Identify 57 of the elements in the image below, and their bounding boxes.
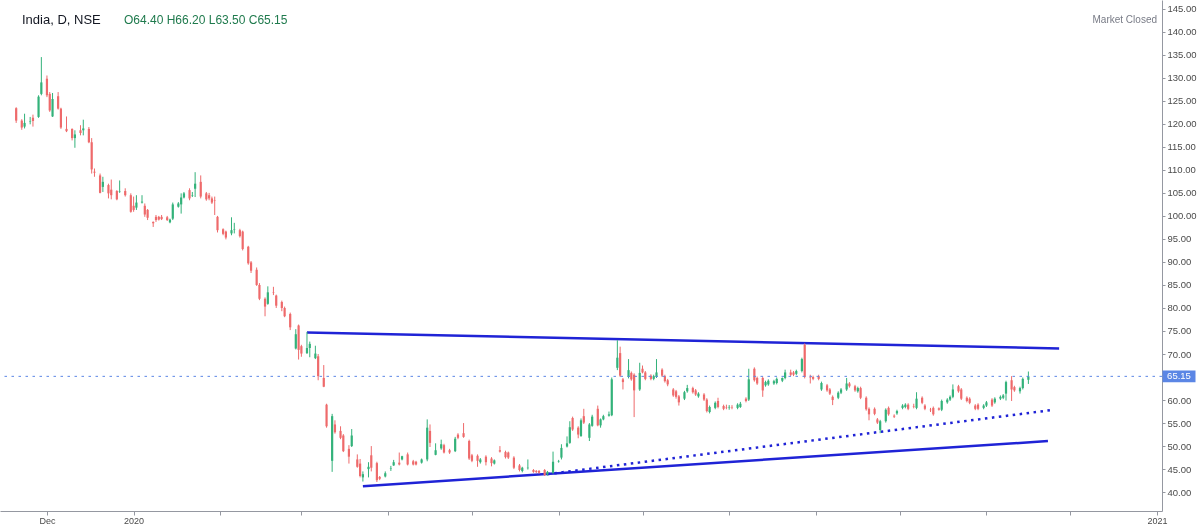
y-tick-label: 130.00: [1167, 72, 1197, 84]
candlestick: [294, 328, 297, 350]
y-tick-label: 100.00: [1167, 210, 1197, 222]
y-tick-label: 45.00: [1167, 463, 1192, 475]
y-tick-label: 90.00: [1167, 256, 1192, 268]
y-tick-label: 120.00: [1167, 118, 1197, 130]
text: India, D, NSE: [22, 12, 102, 27]
y-tick-label: 70.00: [1167, 348, 1192, 360]
y-tick-label: 80.00: [1167, 302, 1192, 314]
x-tick-label: 2020: [124, 515, 145, 526]
candlestick: [389, 465, 392, 472]
candlestick: [199, 174, 202, 199]
candlestick: [333, 419, 337, 435]
y-tick-label: 105.00: [1167, 187, 1197, 199]
candlestick: [51, 92, 54, 118]
x-tick-label: Dec: [39, 515, 56, 526]
candlestick: [747, 368, 750, 402]
candlestick: [375, 461, 378, 483]
y-tick-label: 125.00: [1167, 95, 1197, 107]
candlestick: [129, 192, 132, 214]
candlestick: [370, 445, 373, 472]
y-tick-label: 40.00: [1167, 486, 1192, 498]
y-tick-label: 85.00: [1167, 279, 1192, 291]
candlestick: [37, 94, 40, 119]
y-tick-label: 140.00: [1167, 26, 1197, 38]
candlestick: [937, 406, 940, 412]
y-tick-label: 50.00: [1167, 440, 1192, 452]
ref-line-label: 65.15: [1167, 370, 1191, 382]
y-tick-label: 145.00: [1167, 3, 1197, 15]
candlestick: [619, 346, 622, 378]
candlestick: [498, 445, 502, 454]
candlestick: [551, 451, 555, 475]
candlestick: [40, 56, 43, 96]
candlestick: [140, 194, 144, 204]
candlestick: [621, 377, 625, 390]
candlestick: [266, 285, 269, 306]
annotation: Market Closed: [1092, 14, 1157, 25]
candlestick: [627, 358, 630, 379]
candlestick: [677, 394, 680, 407]
y-tick-label: 95.00: [1167, 233, 1192, 245]
y-tick-label: 60.00: [1167, 394, 1192, 406]
candlestick: [428, 423, 432, 448]
candlestick: [325, 403, 328, 429]
y-tick-label: 110.00: [1167, 164, 1196, 176]
y-tick-label: 75.00: [1167, 325, 1192, 337]
candlestick: [347, 444, 351, 465]
y-tick-label: 115.00: [1167, 141, 1196, 153]
y-tick-label: 55.00: [1167, 417, 1192, 429]
candlestick: [616, 339, 619, 371]
candlestick: [101, 176, 104, 193]
candlestick: [317, 353, 320, 381]
candlestick: [194, 171, 197, 198]
candlestick: [263, 296, 267, 317]
text: O64.40 H66.20 L63.50 C65.15: [124, 13, 288, 27]
x-tick-label: 2021: [1147, 515, 1168, 526]
y-tick-label: 135.00: [1167, 49, 1197, 61]
candlestick: [568, 420, 571, 445]
